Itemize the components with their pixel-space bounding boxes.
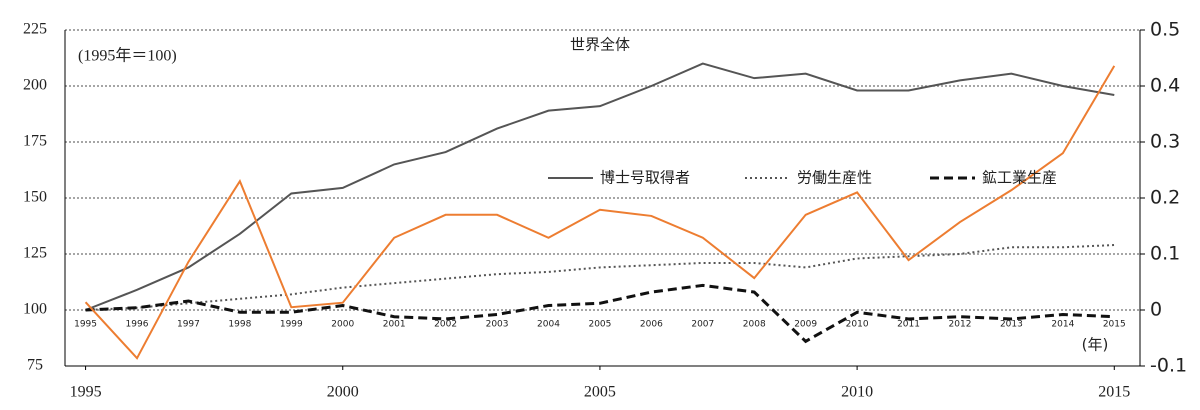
year-label: 1998 — [228, 320, 251, 330]
year-label: 1999 — [280, 320, 303, 330]
year-label: 2011 — [897, 320, 920, 330]
y2-tick-label: 0.4 — [1150, 75, 1180, 97]
year-label: 2003 — [486, 320, 509, 330]
y-tick-label: 175 — [23, 133, 47, 150]
x-tick-label: 2000 — [327, 384, 359, 401]
y2-tick-label: -0.1 — [1150, 355, 1187, 377]
series-line — [85, 62, 1115, 311]
x-tick-label: 2005 — [584, 384, 616, 401]
x-tick-label: 1995 — [70, 384, 102, 401]
y2-tick-label: 0.1 — [1150, 243, 1180, 265]
y-tick-label: 125 — [23, 245, 47, 262]
legend-label: 鉱工業生産 — [982, 169, 1057, 187]
year-label: 2013 — [1000, 320, 1023, 330]
series-line — [85, 244, 1115, 311]
y-tick-label: 75 — [27, 357, 43, 374]
legend-label: 博士号取得者 — [600, 169, 690, 187]
y-tick-label: 200 — [23, 77, 47, 94]
x-unit: (年) — [1082, 336, 1109, 354]
year-label: 2001 — [383, 320, 406, 330]
year-label: 2014 — [1051, 320, 1074, 330]
year-label: 2004 — [537, 320, 560, 330]
series-line — [84, 65, 1116, 360]
y2-tick-label: 0.5 — [1150, 19, 1180, 41]
x-tick-label: 2010 — [841, 384, 873, 401]
note: (1995年＝100) — [78, 47, 177, 65]
year-label: 2000 — [331, 320, 354, 330]
year-label: 2007 — [691, 320, 714, 330]
series-line — [85, 283, 1115, 344]
year-label: 2006 — [640, 320, 663, 330]
y2-tick-label: 0.3 — [1150, 131, 1180, 153]
y2-tick-label: 0.2 — [1150, 187, 1180, 209]
legend-label: 労働生産性 — [797, 169, 872, 187]
year-label: 2010 — [846, 320, 869, 330]
y-tick-label: 100 — [23, 301, 47, 318]
year-label: 2012 — [949, 320, 972, 330]
y-tick-label: 150 — [23, 189, 47, 206]
year-label: 2009 — [794, 320, 817, 330]
chart-title: 世界全体 — [570, 36, 630, 54]
year-label: 2005 — [588, 320, 611, 330]
year-label: 2008 — [743, 320, 766, 330]
year-label: 2002 — [434, 320, 457, 330]
year-label: 2015 — [1103, 320, 1126, 330]
y-tick-label: 225 — [23, 21, 47, 38]
y2-tick-label: 0 — [1150, 299, 1162, 321]
x-tick-label: 2015 — [1098, 384, 1130, 401]
year-label: 1997 — [177, 320, 200, 330]
year-label: 1995 — [74, 320, 97, 330]
year-label: 1996 — [126, 320, 149, 330]
